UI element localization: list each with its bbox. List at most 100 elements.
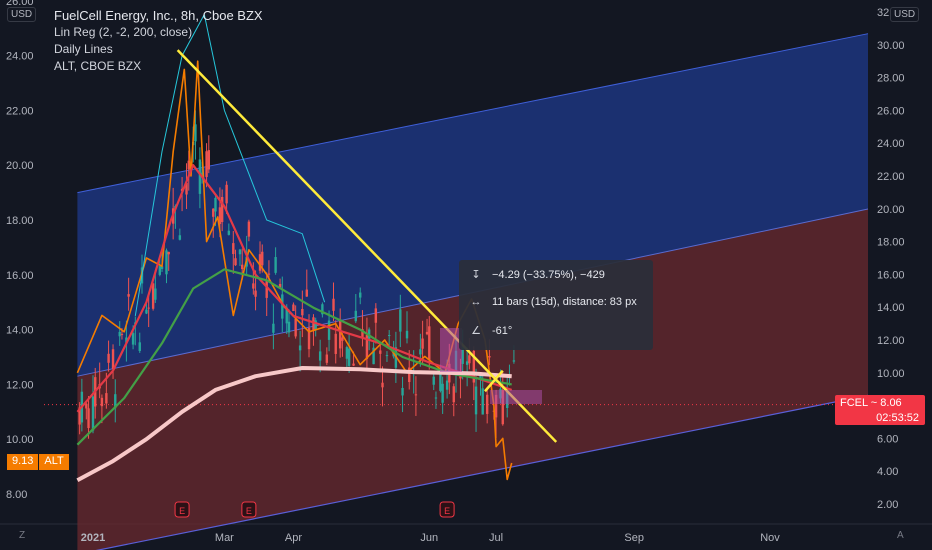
right-tick-label: 16.00: [877, 269, 905, 281]
right-tick-label: 24.00: [877, 138, 905, 150]
earnings-letter: E: [246, 506, 252, 516]
candle: [205, 143, 208, 188]
candle-body: [138, 342, 141, 351]
candle-body: [399, 309, 402, 332]
measure-bars-row: ↔ 11 bars (15d), distance: 83 px: [469, 296, 637, 308]
candle-body: [305, 289, 308, 297]
candle-body: [468, 355, 471, 364]
indicator-daily-lines[interactable]: Daily Lines: [54, 42, 113, 56]
x-tick-label: Jun: [420, 532, 438, 544]
candle-body: [198, 159, 202, 194]
candle: [287, 309, 291, 338]
short-trendline: [484, 369, 504, 393]
cyan-envelope-line: [134, 13, 326, 316]
indicator-alt[interactable]: ALT, CBOE BZX: [54, 59, 142, 73]
earnings-letter: E: [179, 506, 185, 516]
candle: [294, 305, 297, 339]
candle: [441, 376, 444, 414]
candle-body: [200, 172, 204, 174]
candle-body: [287, 321, 291, 333]
bar-countdown: 02:53:52: [876, 412, 919, 424]
candle-body: [261, 251, 264, 266]
last-price-line: FCEL ~ 8.06: [840, 397, 902, 409]
candle-body: [405, 330, 409, 339]
candle-body: [154, 288, 157, 300]
candle: [185, 163, 188, 210]
candle: [227, 223, 231, 236]
candle: [107, 340, 110, 372]
candle-body: [267, 273, 271, 275]
separator-icon: ~: [870, 397, 881, 409]
candle: [167, 251, 170, 271]
candle: [247, 219, 251, 242]
candle-body: [107, 353, 110, 363]
candle-body: [212, 208, 215, 217]
candle-body: [85, 403, 88, 409]
candle-body: [385, 355, 389, 357]
candle-body: [265, 280, 268, 298]
candle-body: [432, 376, 435, 385]
candle: [127, 277, 130, 311]
candle: [345, 345, 349, 368]
candle-body: [234, 258, 237, 266]
candle: [334, 320, 337, 364]
candle: [332, 282, 335, 321]
candle: [87, 396, 90, 439]
candle-body: [214, 197, 217, 212]
candle-body: [314, 320, 317, 330]
symbol-title[interactable]: FuelCell Energy, Inc., 8h, Cboe BZX: [54, 8, 263, 23]
candle-body: [91, 396, 95, 431]
candle: [232, 230, 235, 274]
candle: [91, 375, 95, 434]
candle: [379, 341, 382, 373]
candle: [138, 332, 141, 353]
last-price: 8.06: [880, 397, 902, 409]
candle-body: [474, 386, 478, 415]
left-currency-label[interactable]: USD: [7, 7, 37, 22]
right-currency-label[interactable]: USD: [890, 7, 920, 22]
candle: [194, 110, 197, 160]
candle-body: [194, 124, 197, 142]
candle-body: [372, 347, 375, 365]
candle: [100, 394, 104, 424]
candle-body: [294, 318, 297, 337]
candle: [78, 402, 81, 435]
right-tick-label: 4.00: [877, 466, 898, 478]
candle-body: [461, 345, 464, 364]
candle: [327, 310, 331, 352]
candle-body: [120, 333, 124, 335]
right-tick-label: 2.00: [877, 499, 898, 511]
candle-body: [354, 310, 357, 322]
candle-body: [298, 345, 302, 351]
right-tick-label: 30.00: [877, 40, 905, 52]
candle-body: [485, 394, 489, 414]
candle: [118, 321, 121, 346]
candle-body: [318, 351, 322, 361]
candle: [359, 287, 362, 305]
left-axis-panel: [0, 0, 44, 524]
candle-body: [408, 367, 411, 383]
auto-scale-button[interactable]: A: [897, 530, 904, 541]
angle-icon: ∠: [471, 325, 481, 337]
candle-body: [114, 394, 117, 409]
candle-body: [481, 388, 484, 415]
timezone-button[interactable]: Z: [19, 530, 26, 541]
candle-body: [252, 283, 255, 289]
candle: [207, 135, 210, 174]
candle-body: [459, 375, 462, 379]
candle: [405, 311, 409, 344]
left-tick-label: 8.00: [6, 489, 27, 501]
indicator-linreg[interactable]: Lin Reg (2, -2, 200, close): [54, 25, 193, 39]
candle-body: [187, 160, 190, 170]
candle-body: [401, 387, 404, 396]
drawings[interactable]: [176, 49, 558, 443]
candle-body: [105, 393, 108, 404]
candle-body: [479, 374, 482, 380]
candle: [381, 366, 384, 407]
right-tick-label: 18.00: [877, 237, 905, 249]
candle-body: [238, 249, 242, 255]
candle-body: [100, 397, 104, 407]
candle: [298, 330, 302, 372]
candle-body: [325, 354, 329, 363]
